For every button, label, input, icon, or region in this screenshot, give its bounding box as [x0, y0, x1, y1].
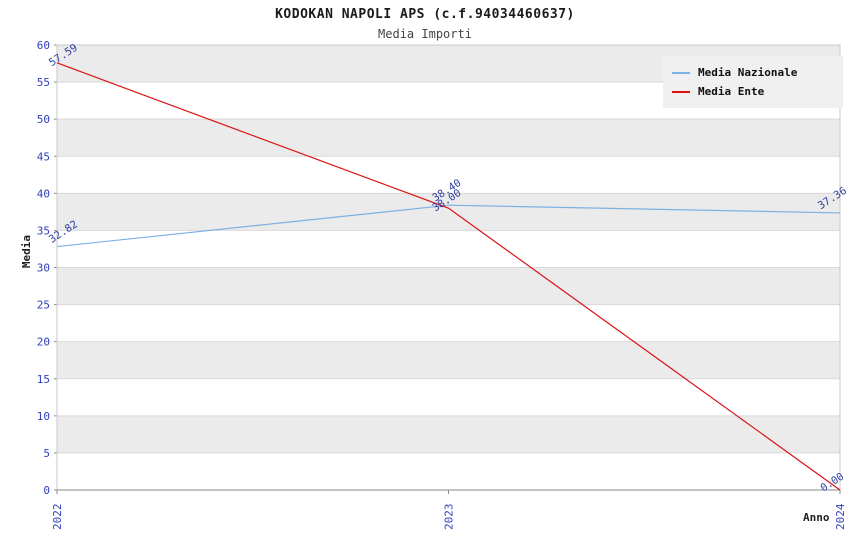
y-tick-label-30: 30: [37, 262, 50, 275]
series-line-media-ente: [56, 62, 841, 491]
y-tick-label-35: 35: [37, 224, 50, 237]
legend-swatch-media-ente: [672, 90, 690, 93]
y-tick-label-45: 45: [37, 150, 50, 163]
legend-label-media-ente: Media Ente: [698, 85, 765, 98]
chart-subtitle: Media Importi: [378, 27, 472, 41]
y-tick-label-10: 10: [37, 410, 50, 423]
y-tick-label-50: 50: [37, 113, 50, 126]
y-tick-label-15: 15: [37, 373, 50, 386]
x-tick-label-2022: 2022: [51, 504, 64, 531]
y-tick-label-25: 25: [37, 299, 50, 312]
chart-title: KODOKAN NAPOLI APS (c.f.94034460637): [275, 7, 575, 22]
plot-band-25: [57, 267, 840, 305]
plot-band-5: [57, 415, 840, 453]
legend-entry-media-nazionale[interactable]: Media Nazionale: [672, 63, 834, 82]
data-label-media-ente-2024: 0.00: [818, 471, 846, 495]
plot-band-35: [57, 193, 840, 231]
series-line-media-nazionale: [56, 204, 841, 248]
y-tick-label-5: 5: [43, 447, 50, 460]
y-tick-label-60: 60: [37, 39, 50, 52]
y-axis-title: Media: [20, 234, 34, 269]
legend-entry-media-ente[interactable]: Media Ente: [672, 82, 834, 101]
legend-swatch-media-nazionale: [672, 71, 690, 74]
plot-band-45: [57, 119, 840, 157]
plot-band-15: [57, 341, 840, 379]
y-tick-label-55: 55: [37, 76, 50, 89]
legend: Media Nazionale Media Ente: [663, 56, 843, 108]
x-tick-label-2023: 2023: [443, 504, 456, 531]
legend-label-media-nazionale: Media Nazionale: [698, 66, 798, 79]
y-tick-label-20: 20: [37, 336, 50, 349]
y-tick-label-0: 0: [43, 484, 50, 497]
x-tick-label-2024: 2024: [834, 503, 847, 530]
x-axis-title: Anno: [803, 511, 830, 524]
y-tick-label-40: 40: [37, 187, 50, 200]
